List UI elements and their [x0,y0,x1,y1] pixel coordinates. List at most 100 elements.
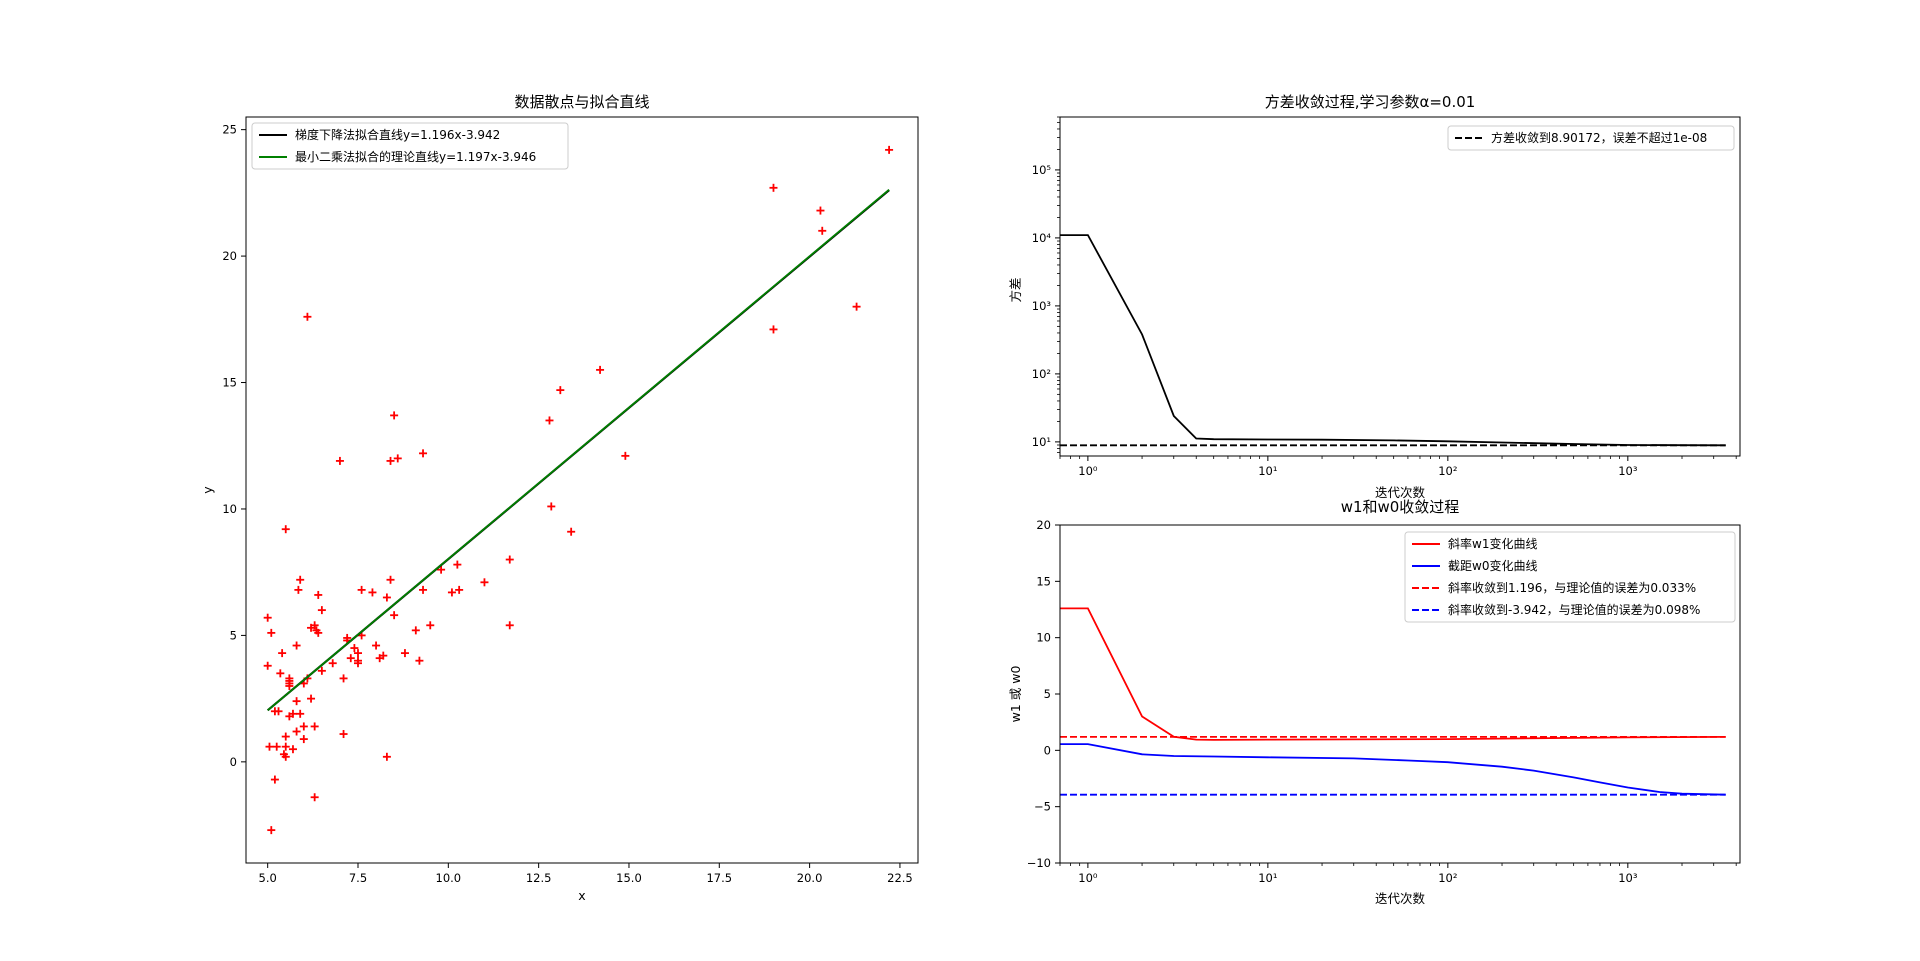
data-point [379,651,388,660]
data-point [386,456,395,465]
data-point [354,649,362,658]
data-point [437,565,446,574]
data-point [350,644,359,653]
data-point [455,585,464,594]
x-tick-label: 12.5 [526,871,552,885]
data-point [567,527,576,536]
data-point [292,641,301,650]
x-tick-label: 22.5 [887,871,913,885]
data-point [285,679,294,688]
data-point [545,416,554,425]
data-point [278,649,287,658]
legend-label-ls: 最小二乘法拟合的理论直线y=1.197x-3.946 [295,149,536,164]
legend-label-gd: 梯度下降法拟合直线y=1.196x-3.942 [295,127,500,142]
x-axis-label: 迭代次数 [1375,891,1426,906]
data-point [314,590,323,599]
data-point [368,588,377,597]
plot-frame [1059,116,1741,457]
data-point [382,593,391,602]
data-point [386,575,395,584]
y-tick-label: 10¹ [1032,435,1051,449]
legend-label-w1-conv: 斜率收敛到1.196，与理论值的误差为0.033% [1448,580,1696,595]
plot-frame [245,116,919,864]
data-point [267,826,276,835]
y-tick-label: 10 [222,502,237,516]
legend: 梯度下降法拟合直线y=1.196x-3.942 最小二乘法拟合的理论直线y=1.… [251,122,569,170]
data-point [281,732,290,741]
data-point [621,451,630,460]
data-point [852,302,861,311]
data-point [288,745,297,754]
data-point [547,502,556,511]
y-tick-label: 10⁴ [1032,231,1052,245]
data-point [328,659,337,668]
data-point [335,456,344,465]
data-point [400,649,409,658]
x-tick-label: 15.0 [616,871,642,885]
data-point [270,707,279,716]
y-tick-label: 20 [1036,518,1051,532]
data-point [357,585,366,594]
data-point [314,628,323,637]
y-tick-label: 0 [1044,743,1051,757]
data-point [411,626,420,635]
legend-box [1447,125,1735,151]
x-tick-label: 5.0 [259,871,277,885]
legend-box [251,122,569,170]
data-point [382,752,391,761]
data-point [339,730,348,739]
x-axis-label: x [578,888,585,903]
data-point [419,449,428,458]
data-point [372,641,381,650]
data-point [339,674,348,683]
data-point [505,621,514,630]
plot-frame [1059,524,1741,864]
data-point [816,206,825,215]
data-point [426,621,435,630]
data-point [769,183,778,192]
cost-chart: 方差收敛过程,学习参数α=0.01 10⁰ 10¹ 10² 10³ 10¹ 10² 10³ 1… [1008,93,1741,500]
y-tick-label: −5 [1034,800,1051,814]
data-point [270,775,279,784]
x-tick-label: 20.0 [797,871,823,885]
data-point [480,578,489,587]
data-point [281,752,290,761]
data-point [307,623,316,632]
x-tick-label: 10⁰ [1078,871,1098,885]
chart-title: w1和w0收敛过程 [1341,498,1460,516]
data-point [272,742,281,751]
x-axis-label: 迭代次数 [1375,485,1426,500]
data-point [390,611,399,620]
y-tick-label: 5 [1044,687,1051,701]
x-tick-label: 10⁰ [1078,464,1098,478]
data-point [265,742,274,751]
data-point [419,585,428,594]
y-axis-label: y [200,486,215,494]
x-tick-label: 10³ [1618,464,1638,478]
y-axis-label: w1 或 w0 [1008,666,1023,723]
data-point [310,722,319,731]
y-tick-label: 10³ [1032,299,1052,313]
cost-curve [1060,234,1726,447]
legend: 方差收敛到8.90172，误差不超过1e-08 [1447,125,1735,151]
data-point [393,454,402,463]
data-point [299,735,308,744]
data-point [263,661,272,670]
y-tick-label: 25 [222,123,237,137]
y-tick-label: 5 [230,628,237,642]
y-tick-label: 10⁵ [1032,163,1052,177]
y-tick-label: 0 [230,755,237,769]
data-point [317,666,326,675]
data-point [307,694,316,703]
data-point [346,654,355,663]
x-tick-label: 17.5 [706,871,732,885]
data-point [303,312,312,321]
data-point [354,656,362,665]
data-point [263,613,272,622]
weights-chart: w1和w0收敛过程 10⁰ 10¹ 10² 10³ −10 −5 0 5 10 15 20 迭代次数… [1008,498,1741,906]
data-point [556,386,565,395]
legend: 斜率w1变化曲线 截距w0变化曲线 斜率收敛到1.196，与理论值的误差为0.0… [1404,531,1736,623]
chart-title: 数据散点与拟合直线 [514,93,649,111]
y-tick-label: 15 [1036,574,1051,588]
